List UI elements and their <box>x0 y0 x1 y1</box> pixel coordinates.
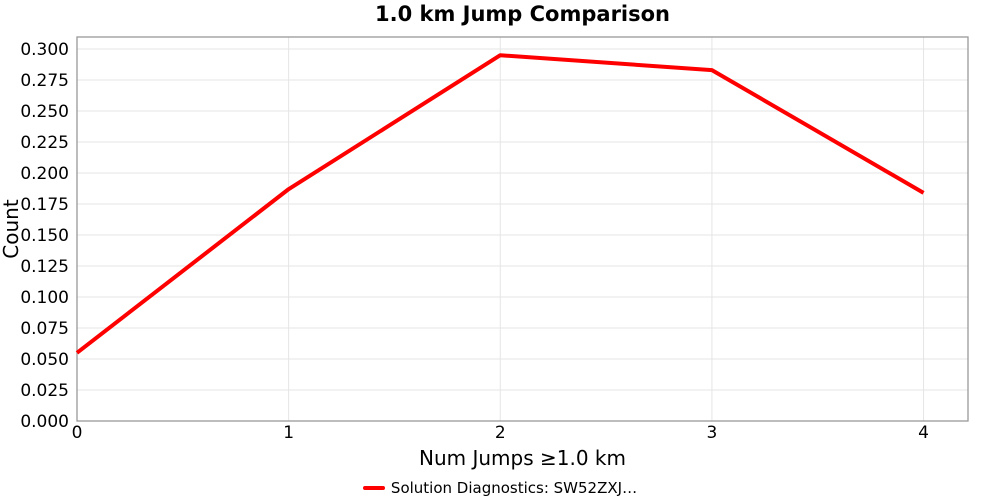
y-tick-label: 0.125 <box>20 257 69 277</box>
y-axis-label: Count <box>0 199 23 259</box>
x-axis-label: Num Jumps ≥1.0 km <box>419 446 626 470</box>
y-tick-label: 0.275 <box>20 71 69 91</box>
series-line <box>75 53 925 355</box>
y-tick-label: 0.050 <box>20 350 69 370</box>
y-tick-label: 0.000 <box>20 412 69 432</box>
x-tick-label: 0 <box>72 423 83 443</box>
x-tick-label: 1 <box>283 423 294 443</box>
x-tick-label: 2 <box>495 423 506 443</box>
chart-title: 1.0 km Jump Comparison <box>374 2 670 26</box>
y-tick-label: 0.250 <box>20 102 69 122</box>
x-tick-label: 3 <box>707 423 718 443</box>
legend-item[interactable]: Solution Diagnostics: SW52ZXJ… <box>362 479 638 497</box>
legend-label: Solution Diagnostics: SW52ZXJ… <box>390 479 638 497</box>
y-tick-label: 0.100 <box>20 288 69 308</box>
legend-line-swatch <box>362 486 385 490</box>
y-tick-label: 0.200 <box>20 164 69 184</box>
y-tick-label: 0.300 <box>20 40 69 60</box>
y-tick-label: 0.150 <box>20 226 69 246</box>
y-tick-label: 0.175 <box>20 195 69 215</box>
y-tick-label: 0.225 <box>20 133 69 153</box>
plot-border <box>76 36 969 422</box>
y-tick-label: 0.075 <box>20 319 69 339</box>
x-tick-label: 4 <box>918 423 929 443</box>
y-tick-label: 0.025 <box>20 381 69 401</box>
legend: Solution Diagnostics: SW52ZXJ… <box>0 478 1000 498</box>
